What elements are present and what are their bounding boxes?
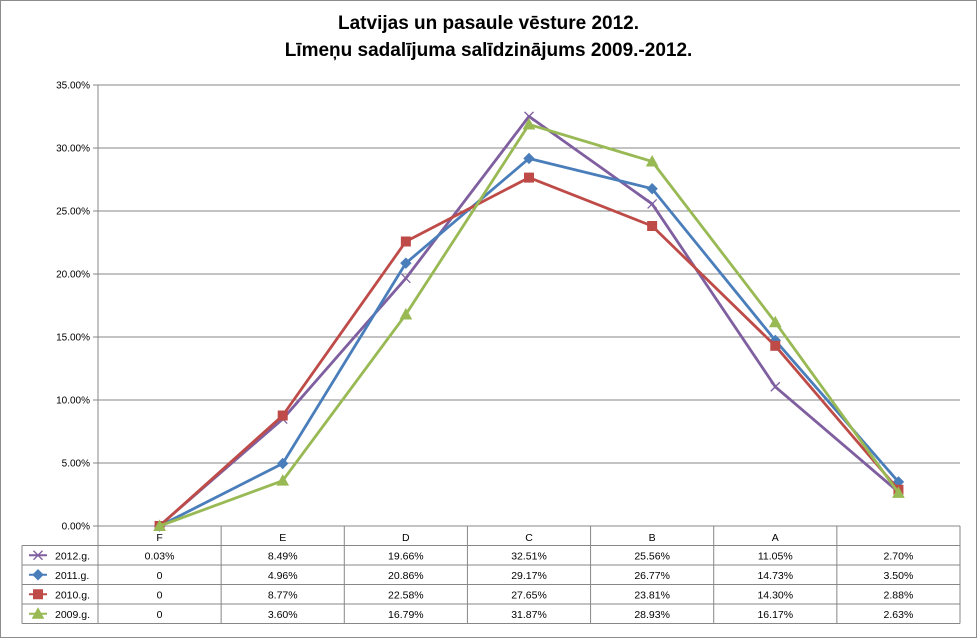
data-table-value: 8.49%: [268, 551, 298, 563]
data-point: [646, 182, 658, 195]
gridlines: [93, 84, 960, 527]
series-line-2010.g.: [158, 176, 900, 528]
x-marker-stroke: [770, 381, 781, 392]
x-marker-stroke: [33, 550, 43, 561]
legend-key: [29, 550, 47, 561]
x-category-label: D: [402, 532, 410, 544]
data-point: [400, 257, 412, 269]
y-tick-label: 25.00%: [56, 207, 90, 218]
data-table-value: 2.88%: [884, 590, 914, 602]
data-point: [770, 340, 781, 351]
data-table-value: 16.79%: [388, 609, 424, 621]
legend-marker: [33, 589, 43, 600]
data-point: [277, 457, 289, 470]
chart-title-line-2: Līmeņu sadalījuma salīdzinājums 2009.-20…: [284, 40, 693, 61]
x-marker-stroke: [524, 111, 534, 122]
data-table-value: 8.77%: [268, 590, 298, 602]
data-table-value: 23.81%: [634, 590, 670, 602]
legend-series-name: 2010.g.: [55, 590, 90, 602]
chart-title: Latvijas un pasaule vēsture 2012. Līmeņu…: [0, 10, 977, 64]
y-tick-label: 20.00%: [56, 270, 90, 281]
data-table-value: 32.51%: [511, 551, 547, 563]
y-tick-label: 5.00%: [62, 459, 90, 470]
legend-key: [29, 589, 47, 600]
x-marker-stroke: [647, 198, 658, 209]
data-table-value: 2.70%: [884, 551, 914, 563]
data-table-value: 19.66%: [388, 551, 424, 563]
x-category-label: F: [156, 532, 162, 544]
data-table-value: 14.30%: [757, 590, 793, 602]
legend-marker: [32, 569, 44, 581]
data-table-value: 0.03%: [145, 551, 175, 563]
x-marker-stroke: [400, 273, 411, 284]
x-category-label: E: [279, 532, 286, 544]
y-tick-label: 0.00%: [62, 522, 90, 533]
data-table-value: 4.96%: [268, 570, 298, 582]
y-tick-label: 15.00%: [56, 333, 90, 344]
data-table-value: 0: [157, 590, 163, 602]
x-category-label: B: [649, 532, 656, 544]
data-table-value: 14.73%: [757, 570, 793, 582]
y-tick-label: 10.00%: [56, 396, 90, 407]
data-point: [524, 111, 534, 122]
data-table-grid: [21, 526, 961, 624]
data-table-value: 31.87%: [511, 609, 547, 621]
data-table-value: 3.50%: [884, 570, 914, 582]
data-table-value: 0: [157, 570, 163, 582]
data-point: [523, 152, 535, 165]
data-table-value: 27.65%: [511, 590, 547, 602]
y-tick-label: 35.00%: [56, 81, 90, 92]
data-table-value: 11.05%: [758, 551, 793, 563]
x-category-label: A: [772, 532, 779, 544]
x-category-label: C: [525, 532, 533, 544]
legend-series-name: 2011.g.: [55, 570, 89, 582]
data-table-value: 20.86%: [388, 570, 424, 582]
legend-marker: [31, 607, 45, 619]
data-point: [400, 236, 411, 247]
data-point: [892, 486, 905, 498]
legend-key: [29, 607, 47, 619]
data-point: [770, 381, 781, 392]
data-point: [522, 117, 536, 130]
data-point: [645, 154, 659, 167]
data-table-value: 29.17%: [511, 570, 547, 582]
data-point: [277, 410, 288, 421]
data-point: [399, 307, 413, 320]
data-point: [647, 220, 658, 231]
data-table-value: 3.60%: [268, 609, 298, 621]
data-table-value: 16.17%: [757, 609, 793, 621]
data-point: [647, 198, 658, 209]
y-tick-label: 30.00%: [56, 144, 90, 155]
legend-series-name: 2012.g.: [55, 551, 90, 563]
data-table-value: 0: [157, 609, 163, 621]
series-line-2009.g.: [159, 123, 900, 528]
data-table-value: 25.56%: [634, 551, 670, 563]
data-point: [768, 315, 782, 328]
data-table-value: 28.93%: [634, 609, 670, 621]
data-table-value: 2.63%: [884, 609, 914, 621]
data-point: [276, 474, 290, 486]
legend-series-name: 2009.g.: [55, 609, 90, 621]
data-point: [524, 172, 534, 183]
series-line-2011.g.: [158, 157, 900, 528]
data-point: [153, 519, 166, 531]
legend-marker: [33, 550, 43, 561]
data-point: [400, 273, 411, 284]
data-table-value: 22.58%: [388, 590, 424, 602]
chart-title-line-1: Latvijas un pasaule vēsture 2012.: [338, 13, 639, 34]
legend-key: [29, 569, 47, 581]
data-table-value: 26.77%: [634, 570, 670, 582]
